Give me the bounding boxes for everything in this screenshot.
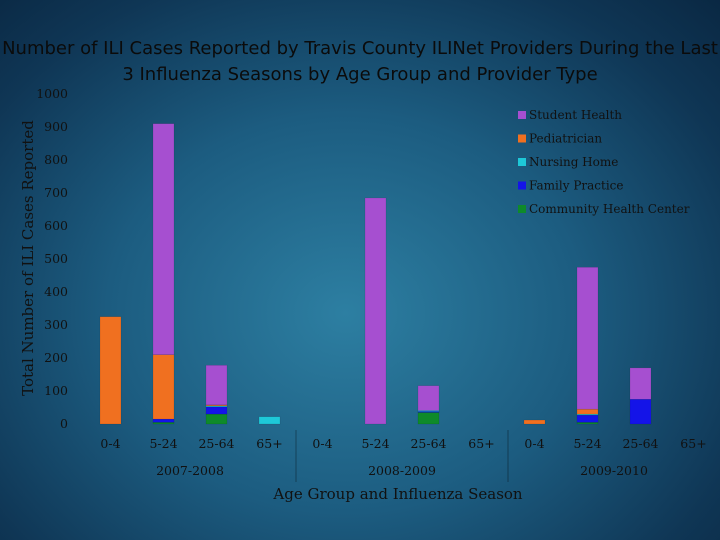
x-tick-label: 65+ [468, 436, 494, 451]
bar-segment [629, 399, 652, 425]
x-labels-layer: 0-4 5-24 25-64 65+ 0-4 5-24 25-64 65+ 0-4 5-24 25-… [100, 430, 707, 482]
bar-segment [629, 367, 652, 400]
x-axis-title: Age Group and Influenza Season [272, 485, 522, 503]
legend-swatch [518, 111, 526, 119]
y-tick-label: 600 [44, 218, 68, 233]
y-tick-label: 400 [44, 284, 68, 299]
bar-segment [152, 422, 175, 425]
y-tick-label: 200 [44, 350, 68, 365]
bars-layer [99, 123, 652, 425]
y-tick-label: 0 [60, 416, 68, 431]
bar-segment [364, 197, 387, 425]
bar-segment [205, 365, 228, 406]
x-tick-label: 0-4 [312, 436, 332, 451]
x-tick-label: 25-64 [622, 436, 658, 451]
x-tick-label: 5-24 [573, 436, 601, 451]
y-tick-label: 1000 [36, 86, 68, 101]
bar-segment [205, 406, 228, 415]
y-tick-label: 100 [44, 383, 68, 398]
legend-swatch [518, 134, 526, 143]
legend-swatch [518, 205, 526, 213]
bar-segment [205, 413, 228, 425]
x-tick-label: 5-24 [361, 436, 389, 451]
legend-label: Pediatrician [529, 132, 602, 146]
y-tick-label: 900 [44, 119, 68, 134]
bar-segment [152, 354, 175, 420]
bar-segment [417, 412, 440, 425]
legend-label: Nursing Home [529, 155, 618, 169]
x-tick-label: 65+ [680, 436, 706, 451]
bar-segment [152, 418, 175, 423]
bar-segment [576, 267, 599, 410]
season-label: 2007-2008 [156, 463, 224, 478]
bar-segment [576, 414, 599, 423]
bar-segment [152, 123, 175, 355]
season-label: 2009-2010 [580, 463, 648, 478]
y-tick-label: 500 [44, 251, 68, 266]
x-tick-label: 0-4 [100, 436, 120, 451]
bar-segment [258, 416, 281, 425]
y-tick-label: 300 [44, 317, 68, 332]
bar-segment [99, 316, 122, 425]
legend: Student Health Pediatrician Nursing Home Fa… [518, 108, 690, 216]
x-tick-label: 0-4 [524, 436, 544, 451]
chart-title: Number of ILI Cases Reported by Travis C… [2, 38, 718, 85]
legend-label: Student Health [529, 108, 622, 122]
bar-segment [205, 405, 228, 408]
x-tick-label: 25-64 [410, 436, 446, 451]
legend-swatch [518, 158, 526, 166]
x-tick-label: 5-24 [149, 436, 177, 451]
y-tick-label: 700 [44, 185, 68, 200]
legend-label: Community Health Center [529, 202, 690, 216]
season-label: 2008-2009 [368, 463, 436, 478]
legend-swatch [518, 181, 526, 190]
x-tick-label: 65+ [256, 436, 282, 451]
bar-segment [417, 385, 440, 411]
legend-label: Family Practice [529, 179, 623, 193]
y-axis-title: Total Number of ILI Cases Reported [19, 120, 37, 396]
x-tick-label: 25-64 [198, 436, 234, 451]
y-tick-label: 800 [44, 152, 68, 167]
bar-segment [576, 408, 599, 415]
bar-segment [523, 419, 546, 425]
axis-layer: 0 100 200 300 400 500 600 700 800 900 1000 [36, 86, 68, 431]
